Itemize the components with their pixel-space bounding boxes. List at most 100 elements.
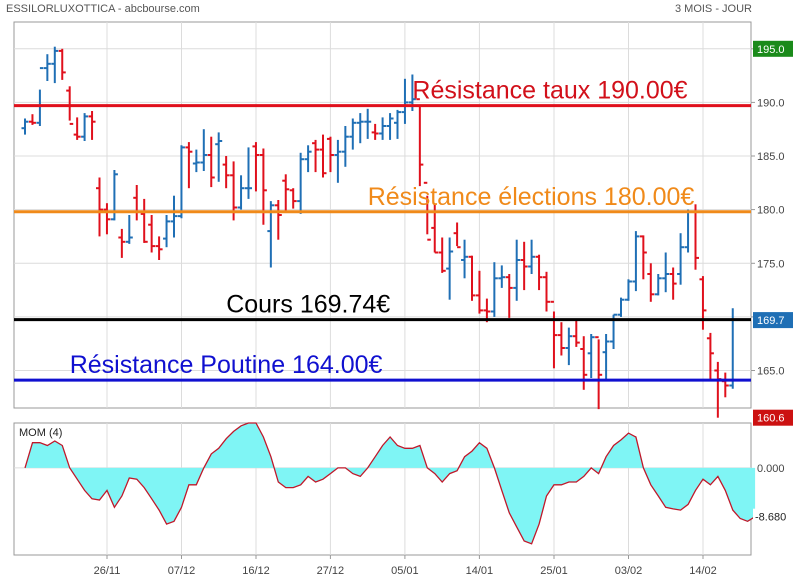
ohlc-bar: [423, 181, 431, 241]
ohlc-bar: [148, 215, 156, 253]
level-label: Résistance élections 180.00€: [368, 183, 695, 211]
ohlc-bar: [677, 233, 685, 285]
ohlc-bar: [498, 265, 506, 288]
ohlc-bar: [103, 203, 111, 235]
ohlc-bar: [632, 231, 640, 292]
svg-text:169.7: 169.7: [757, 315, 785, 327]
ohlc-bar: [438, 237, 446, 273]
ohlc-bar: [379, 117, 387, 140]
momentum-line: [24, 422, 756, 545]
price-tag: 195.0: [753, 40, 793, 57]
date-tick-label: 16/12: [242, 565, 270, 577]
ohlc-bar: [624, 279, 632, 301]
ohlc-bar: [349, 118, 357, 150]
ohlc-bar: [669, 267, 677, 300]
ohlc-bar: [21, 118, 29, 135]
ohlc-bar: [215, 132, 223, 182]
ohlc-bar: [155, 236, 163, 260]
ohlc-bar: [654, 274, 662, 296]
date-axis: 26/11 07/12 16/12 27/12 05/01 14/01 25/01 03/02…: [94, 555, 717, 577]
ohlc-bar: [81, 113, 89, 141]
momentum-last-tag: [753, 508, 793, 525]
ohlc-bar: [364, 108, 372, 139]
ohlc-bar: [96, 177, 103, 237]
ohlc-bar: [416, 98, 424, 187]
ohlc-bar: [662, 252, 670, 293]
level-label: Cours 169.74€: [226, 291, 390, 319]
price-tick-label: 175.0: [757, 258, 785, 270]
ohlc-bar: [394, 109, 401, 139]
ohlc-bar: [334, 139, 342, 183]
ohlc-bar: [125, 215, 133, 244]
ohlc-bar: [446, 237, 454, 300]
date-tick-label: 07/12: [168, 565, 196, 577]
ohlc-bar: [371, 123, 379, 140]
ohlc-bar: [163, 215, 171, 248]
ohlc-bar: [543, 271, 550, 312]
price-panel: Résistance taux 190.00€ Résistance électi…: [13, 21, 793, 426]
ohlc-bar: [304, 145, 312, 173]
ohlc-bar: [513, 239, 521, 301]
ohlc-bar: [274, 200, 282, 240]
date-tick-label: 14/02: [689, 565, 717, 577]
level-label: Résistance taux 190.00€: [412, 77, 687, 105]
ohlc-bar: [88, 111, 96, 140]
ohlc-bar: [565, 327, 573, 366]
ohlc-bar: [595, 336, 603, 410]
resistance-levels: Résistance taux 190.00€ Résistance électi…: [14, 77, 751, 382]
chart-header-period: 3 MOIS - JOUR: [674, 3, 752, 15]
ohlc-bar: [43, 54, 51, 81]
ohlc-bar: [401, 78, 409, 124]
ohlc-bar: [505, 274, 513, 318]
price-tags: 195.0 169.7 160.6: [753, 40, 793, 426]
ohlc-bar: [520, 241, 528, 291]
level-label: Résistance Poutine 164.00€: [70, 351, 383, 379]
price-tick-label: 185.0: [757, 151, 785, 163]
ohlc-bar: [282, 174, 290, 213]
chart-header-title: ESSILORLUXOTTICA - abcbourse.com: [6, 3, 200, 15]
ohlc-bar: [386, 113, 394, 140]
ohlc-bar: [587, 334, 595, 378]
ohlc-bar: [118, 228, 126, 258]
ohlc-bar: [528, 239, 536, 274]
ohlc-bar: [572, 319, 580, 347]
price-tick-label: 180.0: [757, 205, 785, 217]
momentum-area: [24, 422, 756, 545]
ohlc-bar: [706, 332, 714, 380]
ohlc-bar: [170, 195, 178, 238]
price-tick-label: 190.0: [757, 97, 785, 109]
svg-text:195.0: 195.0: [757, 44, 785, 56]
ohlc-bar: [602, 334, 610, 381]
ohlc-bar: [177, 145, 185, 219]
ohlc-bar: [453, 222, 461, 249]
date-tick-label: 03/02: [615, 565, 643, 577]
ohlc-bar: [319, 134, 327, 178]
ohlc-bar: [639, 235, 647, 280]
ohlc-bar: [58, 48, 66, 80]
ohlc-bar: [289, 188, 297, 209]
ohlc-bar: [185, 142, 193, 189]
ohlc-bar: [222, 156, 230, 189]
ohlc-bar: [475, 270, 483, 314]
momentum-tick-label: 0.000: [757, 463, 785, 475]
ohlc-bar: [617, 297, 625, 317]
price-grid: [14, 22, 751, 408]
ohlc-bar: [252, 142, 260, 192]
momentum-panel: 0.000 -8.680 MOM (4): [13, 422, 793, 556]
ohlc-bar: [237, 175, 245, 210]
momentum-y-axis: 0.000 -8.680: [753, 463, 793, 525]
ohlc-bar: [468, 255, 476, 301]
ohlc-bar: [461, 239, 469, 279]
ohlc-bar: [245, 147, 252, 199]
ohlc-bar: [73, 117, 81, 140]
ohlc-bar: [192, 149, 200, 173]
ohlc-bar: [140, 198, 148, 243]
ohlc-bar: [557, 322, 565, 356]
ohlc-bar: [341, 126, 349, 167]
price-tag: 169.7: [753, 312, 793, 329]
momentum-last-label: -8.680: [755, 512, 786, 524]
ohlc-bar: [535, 254, 543, 291]
ohlc-bar: [326, 136, 334, 173]
ohlc-bar: [28, 114, 36, 125]
